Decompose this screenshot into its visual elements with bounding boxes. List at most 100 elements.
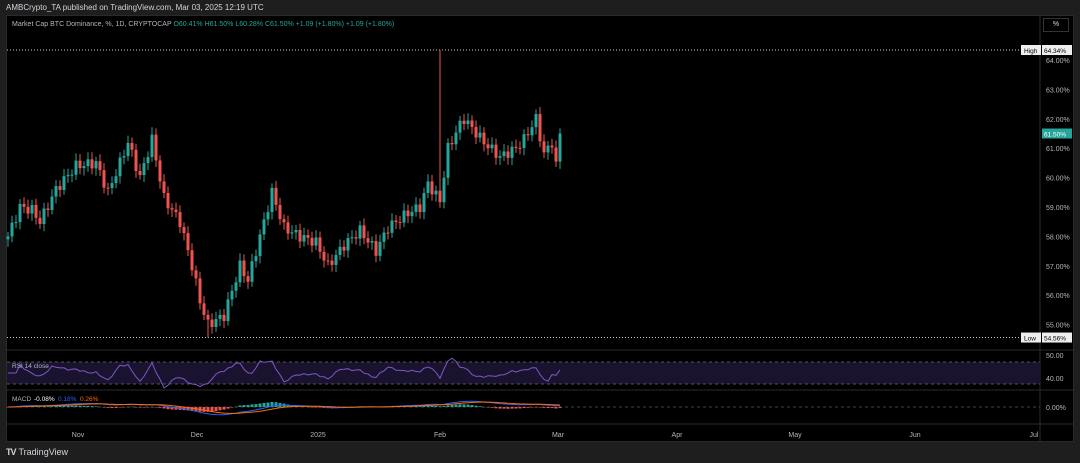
candle-body bbox=[126, 142, 130, 157]
candle-body bbox=[26, 206, 30, 214]
candle-body bbox=[514, 146, 518, 148]
x-tick-label: Jul bbox=[1030, 432, 1039, 439]
percent-scale-button[interactable]: % bbox=[1043, 18, 1069, 32]
macd-histogram-bar bbox=[210, 407, 214, 412]
candle-body bbox=[358, 225, 362, 239]
marker-label: Low bbox=[1024, 336, 1036, 343]
candle-body bbox=[130, 142, 134, 150]
candle-body bbox=[326, 260, 330, 262]
candle-body bbox=[286, 222, 290, 234]
y-tick-label: 61.00% bbox=[1046, 146, 1070, 153]
macd-histogram-bar bbox=[234, 406, 238, 408]
candle-body bbox=[230, 290, 234, 300]
macd-histogram-bar bbox=[106, 407, 110, 408]
candle-body bbox=[386, 232, 390, 234]
macd-label: MACD bbox=[12, 396, 31, 403]
candle-body bbox=[434, 190, 438, 195]
high-value: H61.50% bbox=[204, 21, 234, 28]
candle-body bbox=[22, 203, 26, 207]
candle-body bbox=[118, 157, 122, 177]
macd-histogram-bar bbox=[206, 407, 210, 412]
change-value: +1.09 (+1.80%) bbox=[295, 21, 344, 28]
candle-body bbox=[198, 278, 202, 304]
macd-histogram-bar bbox=[86, 405, 90, 407]
candle-body bbox=[494, 144, 498, 158]
macd-histogram-bar bbox=[154, 407, 158, 408]
macd-histogram-bar bbox=[514, 407, 518, 409]
candle-body bbox=[206, 314, 210, 320]
candle-body bbox=[530, 127, 534, 136]
macd-histogram-bar bbox=[250, 404, 254, 407]
marker-label-bg bbox=[1021, 45, 1041, 56]
candle-body bbox=[406, 210, 410, 217]
macd-histogram-bar bbox=[242, 405, 246, 407]
last-price-badge bbox=[1042, 128, 1072, 139]
macd-histogram-bar bbox=[122, 407, 126, 408]
candle-body bbox=[18, 203, 22, 223]
macd-histogram-bar bbox=[418, 406, 422, 407]
candle-body bbox=[422, 192, 426, 213]
candle-body bbox=[262, 219, 266, 235]
candle-body bbox=[146, 157, 150, 164]
y-tick-label: 60.00% bbox=[1046, 176, 1070, 183]
macd-histogram-bar bbox=[226, 407, 230, 409]
marker-value: 64.34% bbox=[1044, 48, 1066, 55]
candle-body bbox=[58, 186, 62, 190]
candle-body bbox=[142, 163, 146, 176]
macd-histogram-bar bbox=[98, 406, 102, 408]
macd-histogram-bar bbox=[170, 407, 174, 410]
candle-body bbox=[510, 146, 514, 158]
candle-body bbox=[66, 174, 70, 177]
macd-histogram-bar bbox=[134, 407, 138, 408]
macd-histogram-bar bbox=[310, 407, 314, 408]
candle-body bbox=[158, 160, 162, 182]
candle-body bbox=[138, 170, 142, 176]
macd-histogram-bar bbox=[450, 404, 454, 407]
candle-body bbox=[458, 120, 462, 133]
candle-body bbox=[334, 254, 338, 265]
candle-body bbox=[190, 250, 194, 271]
macd-histogram-bar bbox=[54, 406, 58, 407]
candle-body bbox=[370, 241, 374, 243]
macd-histogram-bar bbox=[522, 407, 526, 409]
candle-body bbox=[506, 151, 510, 158]
change-value-2: +1.09 (+1.80%) bbox=[345, 21, 395, 28]
macd-histogram-bar bbox=[230, 407, 234, 408]
macd-histogram-bar bbox=[542, 407, 546, 408]
candle-body bbox=[482, 132, 486, 145]
candle-body bbox=[14, 222, 18, 224]
macd-histogram-bar bbox=[266, 402, 270, 407]
candle-body bbox=[450, 142, 454, 145]
candle-body bbox=[202, 303, 206, 315]
rsi-tick: 50.00 bbox=[1046, 353, 1064, 360]
candle-body bbox=[62, 176, 66, 190]
open-value: O60.41% bbox=[173, 21, 203, 28]
macd-histogram-bar bbox=[306, 406, 310, 408]
candle-body bbox=[70, 174, 74, 176]
candle-body bbox=[354, 237, 358, 239]
candle-body bbox=[522, 134, 526, 148]
candle-body bbox=[322, 251, 326, 261]
candle-body bbox=[166, 192, 170, 209]
candle-body bbox=[502, 151, 506, 157]
macd-histogram-bar bbox=[462, 404, 466, 407]
y-tick-label: 64.00% bbox=[1046, 58, 1070, 65]
macd-histogram-bar bbox=[58, 405, 62, 407]
close-value: C61.50% bbox=[264, 21, 294, 28]
rsi-band bbox=[7, 362, 1040, 384]
candle-body bbox=[310, 237, 314, 246]
candle-body bbox=[114, 176, 118, 184]
candle-body bbox=[546, 145, 550, 153]
candle-body bbox=[402, 210, 406, 223]
candle-body bbox=[302, 235, 306, 242]
macd-histogram-bar bbox=[290, 405, 294, 407]
candle-body bbox=[486, 144, 490, 149]
candle-body bbox=[290, 232, 294, 234]
macd-histogram-bar bbox=[246, 404, 250, 407]
macd-histogram-bar bbox=[506, 407, 510, 409]
macd-histogram-bar bbox=[510, 407, 514, 409]
candle-body bbox=[438, 190, 442, 203]
macd-histogram-bar bbox=[222, 407, 226, 410]
candle-body bbox=[410, 211, 414, 217]
